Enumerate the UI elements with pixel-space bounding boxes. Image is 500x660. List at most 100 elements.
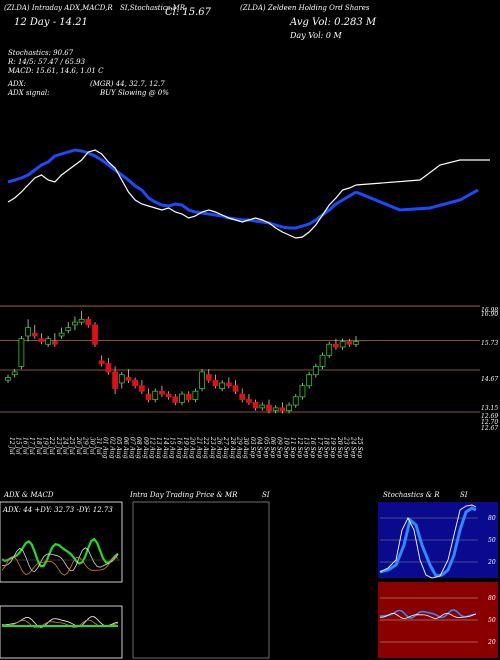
- candle-body: [246, 399, 252, 403]
- candle-body: [31, 332, 38, 337]
- candle-body: [72, 321, 78, 326]
- date-tick-label: 01 Aug: [102, 437, 109, 459]
- candle-body: [205, 374, 212, 381]
- candle-body: [306, 374, 313, 387]
- candle-body: [179, 393, 185, 403]
- date-tick-label: 25 Jul: [68, 436, 75, 455]
- header-title-left: (ZLDA) Intraday ADX,MACD,R: [4, 4, 113, 12]
- date-tick-label: 05 Aug: [115, 437, 122, 459]
- candle-body: [159, 390, 165, 395]
- mrs-blue-line-ext: [355, 188, 479, 212]
- candle-body: [252, 401, 259, 409]
- date-tick-label: 20 Aug: [189, 436, 196, 459]
- stat-adx-values: (MGR) 44, 32.7, 12.7: [90, 80, 165, 88]
- header-close: Cl: 15.67: [165, 7, 212, 18]
- rsi-level-label: 50: [488, 617, 496, 624]
- date-tick-label: 17 Sep: [316, 437, 323, 458]
- candle-body: [333, 343, 339, 348]
- plus-di-line: [1, 547, 119, 573]
- date-tick-label: 09 Sep: [276, 437, 283, 458]
- candle-body: [152, 390, 159, 400]
- date-tick-label: 19 Aug: [182, 437, 189, 459]
- candle-body: [199, 371, 205, 389]
- candle-body: [232, 385, 239, 392]
- date-tick-label: 22 Aug: [202, 436, 209, 459]
- candle-body: [353, 341, 359, 345]
- candle-body: [165, 393, 172, 398]
- date-tick-label: 12 Jul: [8, 437, 15, 455]
- candle-body: [45, 338, 52, 345]
- price-level-label: 12.70: [481, 419, 498, 426]
- stoch-si: SI: [460, 491, 468, 499]
- macd-lines: [1, 616, 119, 629]
- date-tick-label: 30 Aug: [242, 437, 249, 459]
- candle-body: [326, 343, 333, 356]
- date-axis: 12 Jul 15 Jul 16 Jul 17 Jul 18 Jul 19 Jul 22 J…: [8, 436, 363, 459]
- header-day: 12 Day - 14.21: [14, 17, 88, 28]
- date-tick-label: 06 Sep: [269, 437, 276, 458]
- date-tick-label: 21 Aug: [195, 436, 202, 459]
- stat-macd: MACD: 15.61, 14.6, 1.01 C: [7, 67, 104, 75]
- candle-body: [172, 396, 179, 403]
- adx-lines: [1, 537, 120, 576]
- candle-body: [132, 379, 139, 387]
- date-tick-label: 11 Sep: [289, 437, 296, 458]
- candle-body: [65, 327, 72, 331]
- date-tick-label: 26 Jul: [75, 436, 82, 455]
- date-tick-label: 16 Jul: [21, 437, 28, 455]
- candle-body: [239, 393, 246, 400]
- date-tick-label: 16 Sep: [309, 437, 316, 458]
- candle-body: [286, 404, 292, 412]
- stat-adx-label: ADX:: [7, 80, 26, 88]
- candle-body: [212, 379, 219, 387]
- macd-histogram: [2, 625, 118, 627]
- mrs-price-line-ext: [355, 159, 490, 186]
- date-tick-label: 23 Sep: [343, 436, 350, 458]
- candle-body: [266, 404, 272, 412]
- intraday-panel: [132, 501, 270, 659]
- date-tick-label: 12 Sep: [296, 437, 303, 458]
- date-tick-label: 25 Sep: [356, 436, 363, 458]
- date-tick-label: 29 Jul: [82, 436, 89, 455]
- candle-body: [279, 407, 286, 412]
- date-tick-label: 19 Sep: [329, 437, 336, 458]
- date-tick-label: 23 Jul: [55, 436, 62, 455]
- date-tick-label: 28 Aug: [229, 436, 236, 459]
- candle-body: [105, 363, 112, 373]
- rsi-level-label: 20: [487, 639, 496, 646]
- date-tick-label: 04 Sep: [256, 437, 263, 458]
- date-tick-label: 06 Aug: [122, 437, 129, 459]
- date-tick-label: 08 Aug: [135, 437, 142, 459]
- date-tick-label: 02 Aug: [108, 437, 115, 459]
- date-tick-label: 05 Sep: [262, 437, 269, 458]
- date-tick-label: 10 Sep: [282, 437, 289, 458]
- mrs-line-panel: [7, 148, 490, 239]
- date-tick-label: 16 Aug: [175, 437, 182, 459]
- adx-panel: [0, 501, 123, 583]
- stoch-lines: 80 50 20: [379, 504, 496, 579]
- candle-body: [98, 360, 105, 365]
- date-tick-label: 24 Sep: [349, 436, 356, 458]
- candle-body: [292, 396, 299, 406]
- header-day-vol: Day Vol: 0 M: [289, 31, 343, 40]
- stat-adx-signal-label: ADX signal:: [7, 89, 49, 97]
- stat-adx-signal: BUY Slowing @ 0%: [99, 89, 169, 97]
- header-title-right: (ZLDA) Zeldeen Holding Ord Shares: [240, 4, 370, 12]
- date-tick-label: 13 Sep: [302, 437, 309, 458]
- stoch-k-line: [379, 504, 477, 579]
- stoch-level-label: 20: [487, 559, 496, 566]
- minus-di-line: [1, 556, 119, 576]
- stat-stochastics: Stochastics: 90.67: [8, 49, 74, 57]
- intraday-si: SI: [262, 491, 270, 499]
- date-tick-label: 27 Aug: [222, 436, 229, 459]
- date-tick-label: 18 Jul: [35, 437, 42, 455]
- candle-body: [112, 371, 118, 389]
- candle-body: [312, 365, 319, 376]
- candle-body: [346, 341, 353, 345]
- price-level-label: 13.15: [481, 405, 498, 412]
- price-level-label: 16.90: [481, 311, 498, 318]
- candle-body: [259, 404, 266, 409]
- candle-body: [319, 354, 326, 367]
- date-tick-label: 24 Jul: [62, 436, 69, 455]
- candle-body: [125, 377, 132, 381]
